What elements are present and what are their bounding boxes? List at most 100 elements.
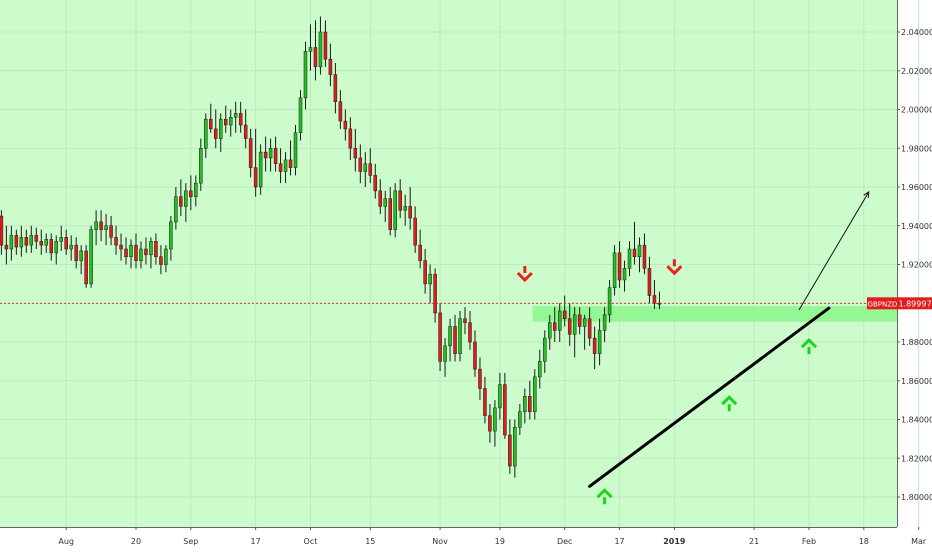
candle-body-down <box>109 225 113 238</box>
candle <box>448 318 452 362</box>
candle-body-down <box>378 190 383 207</box>
candle <box>587 307 592 346</box>
projection-arrow-head <box>863 190 870 198</box>
grid <box>0 0 920 527</box>
candle <box>513 419 517 478</box>
candle <box>338 90 343 129</box>
candle <box>393 183 397 238</box>
candle <box>562 295 567 327</box>
last-price-badge <box>898 297 932 310</box>
candle <box>298 90 303 141</box>
candle-body-down <box>24 237 29 246</box>
candle <box>99 210 103 242</box>
candle <box>278 148 283 184</box>
candle <box>543 330 547 373</box>
time-tick-label: 17 <box>614 537 624 546</box>
candle-body-down <box>39 241 44 246</box>
last-price-label: 1.89997 <box>898 299 931 308</box>
candle-body-up <box>403 206 407 211</box>
candle-body-down <box>418 244 422 261</box>
candle <box>438 303 442 372</box>
candle <box>74 237 78 269</box>
candle-body-down <box>368 163 373 176</box>
candle <box>89 225 93 288</box>
candle-body-down <box>438 312 442 362</box>
candle-body-up <box>363 163 368 172</box>
candle <box>204 113 208 158</box>
candle-body-down <box>642 244 647 269</box>
candle <box>184 183 188 222</box>
time-tick-label: Dec <box>557 537 572 546</box>
candle-body-down <box>463 318 467 323</box>
candle-body-down <box>154 241 158 257</box>
candle-body-down <box>243 124 248 139</box>
candle-body-down <box>343 120 348 130</box>
candle <box>313 20 318 81</box>
candle <box>493 400 497 447</box>
candle-body-up <box>602 314 607 331</box>
candle-body-down <box>552 322 557 331</box>
candle-body-up <box>622 268 627 281</box>
candle <box>428 264 432 304</box>
candle <box>94 210 98 246</box>
candle <box>119 233 123 261</box>
candle-body-up <box>184 190 188 207</box>
price-tick-label: 1.98000 <box>901 144 932 153</box>
candle <box>49 233 53 261</box>
candle-body-down <box>248 138 253 168</box>
candle-body-down <box>144 248 148 256</box>
candle <box>528 380 532 420</box>
candle <box>214 109 218 149</box>
candle-body-down <box>577 314 582 327</box>
candle-body-up <box>448 326 452 347</box>
candle-body-up <box>443 345 447 362</box>
candle-body-up <box>54 241 58 254</box>
price-tick-label: 2.02000 <box>901 67 932 76</box>
time-tick-label: 21 <box>749 537 759 546</box>
candle-body-up <box>293 132 298 168</box>
candle <box>617 241 622 288</box>
candle-body-down <box>313 47 318 68</box>
up-arrow-icon-head <box>800 337 818 349</box>
candle <box>538 349 542 389</box>
candle <box>592 326 597 370</box>
candle-body-up <box>233 113 238 118</box>
candle <box>154 233 158 265</box>
candle-body-up <box>268 148 273 159</box>
candle <box>383 190 387 222</box>
candle-body-down <box>49 239 53 254</box>
candle <box>328 43 333 87</box>
candle-body-down <box>338 101 343 122</box>
candle <box>602 307 607 342</box>
candle <box>29 225 34 253</box>
candle-body-up <box>538 361 542 378</box>
candle <box>607 280 612 323</box>
down-arrow-icon-head <box>516 271 533 283</box>
candle <box>657 291 662 310</box>
candle-body-down <box>617 252 622 281</box>
price-tick-label: 1.96000 <box>901 183 932 192</box>
candle-body-down <box>34 235 39 242</box>
candle-body-down <box>84 250 88 285</box>
support-zone-layer <box>532 306 897 322</box>
candle <box>652 280 657 310</box>
price-tick-label: 1.94000 <box>901 222 932 231</box>
candle <box>518 404 522 435</box>
candle-body-up <box>218 118 223 139</box>
candle-body-up <box>637 244 642 257</box>
candle <box>308 24 313 71</box>
candle-body-down <box>273 148 278 164</box>
projection-arrow-line <box>798 191 870 311</box>
candle-body-up <box>582 318 587 327</box>
candle-body-up <box>149 241 153 256</box>
candle <box>209 103 213 133</box>
candle-body-up <box>533 376 537 412</box>
candle <box>144 237 148 265</box>
candle <box>572 307 577 358</box>
candle-body-up <box>458 318 462 354</box>
candle-body-down <box>468 322 472 343</box>
candle <box>34 227 39 249</box>
candle-body-up <box>627 248 632 269</box>
candle-body-down <box>408 206 412 219</box>
